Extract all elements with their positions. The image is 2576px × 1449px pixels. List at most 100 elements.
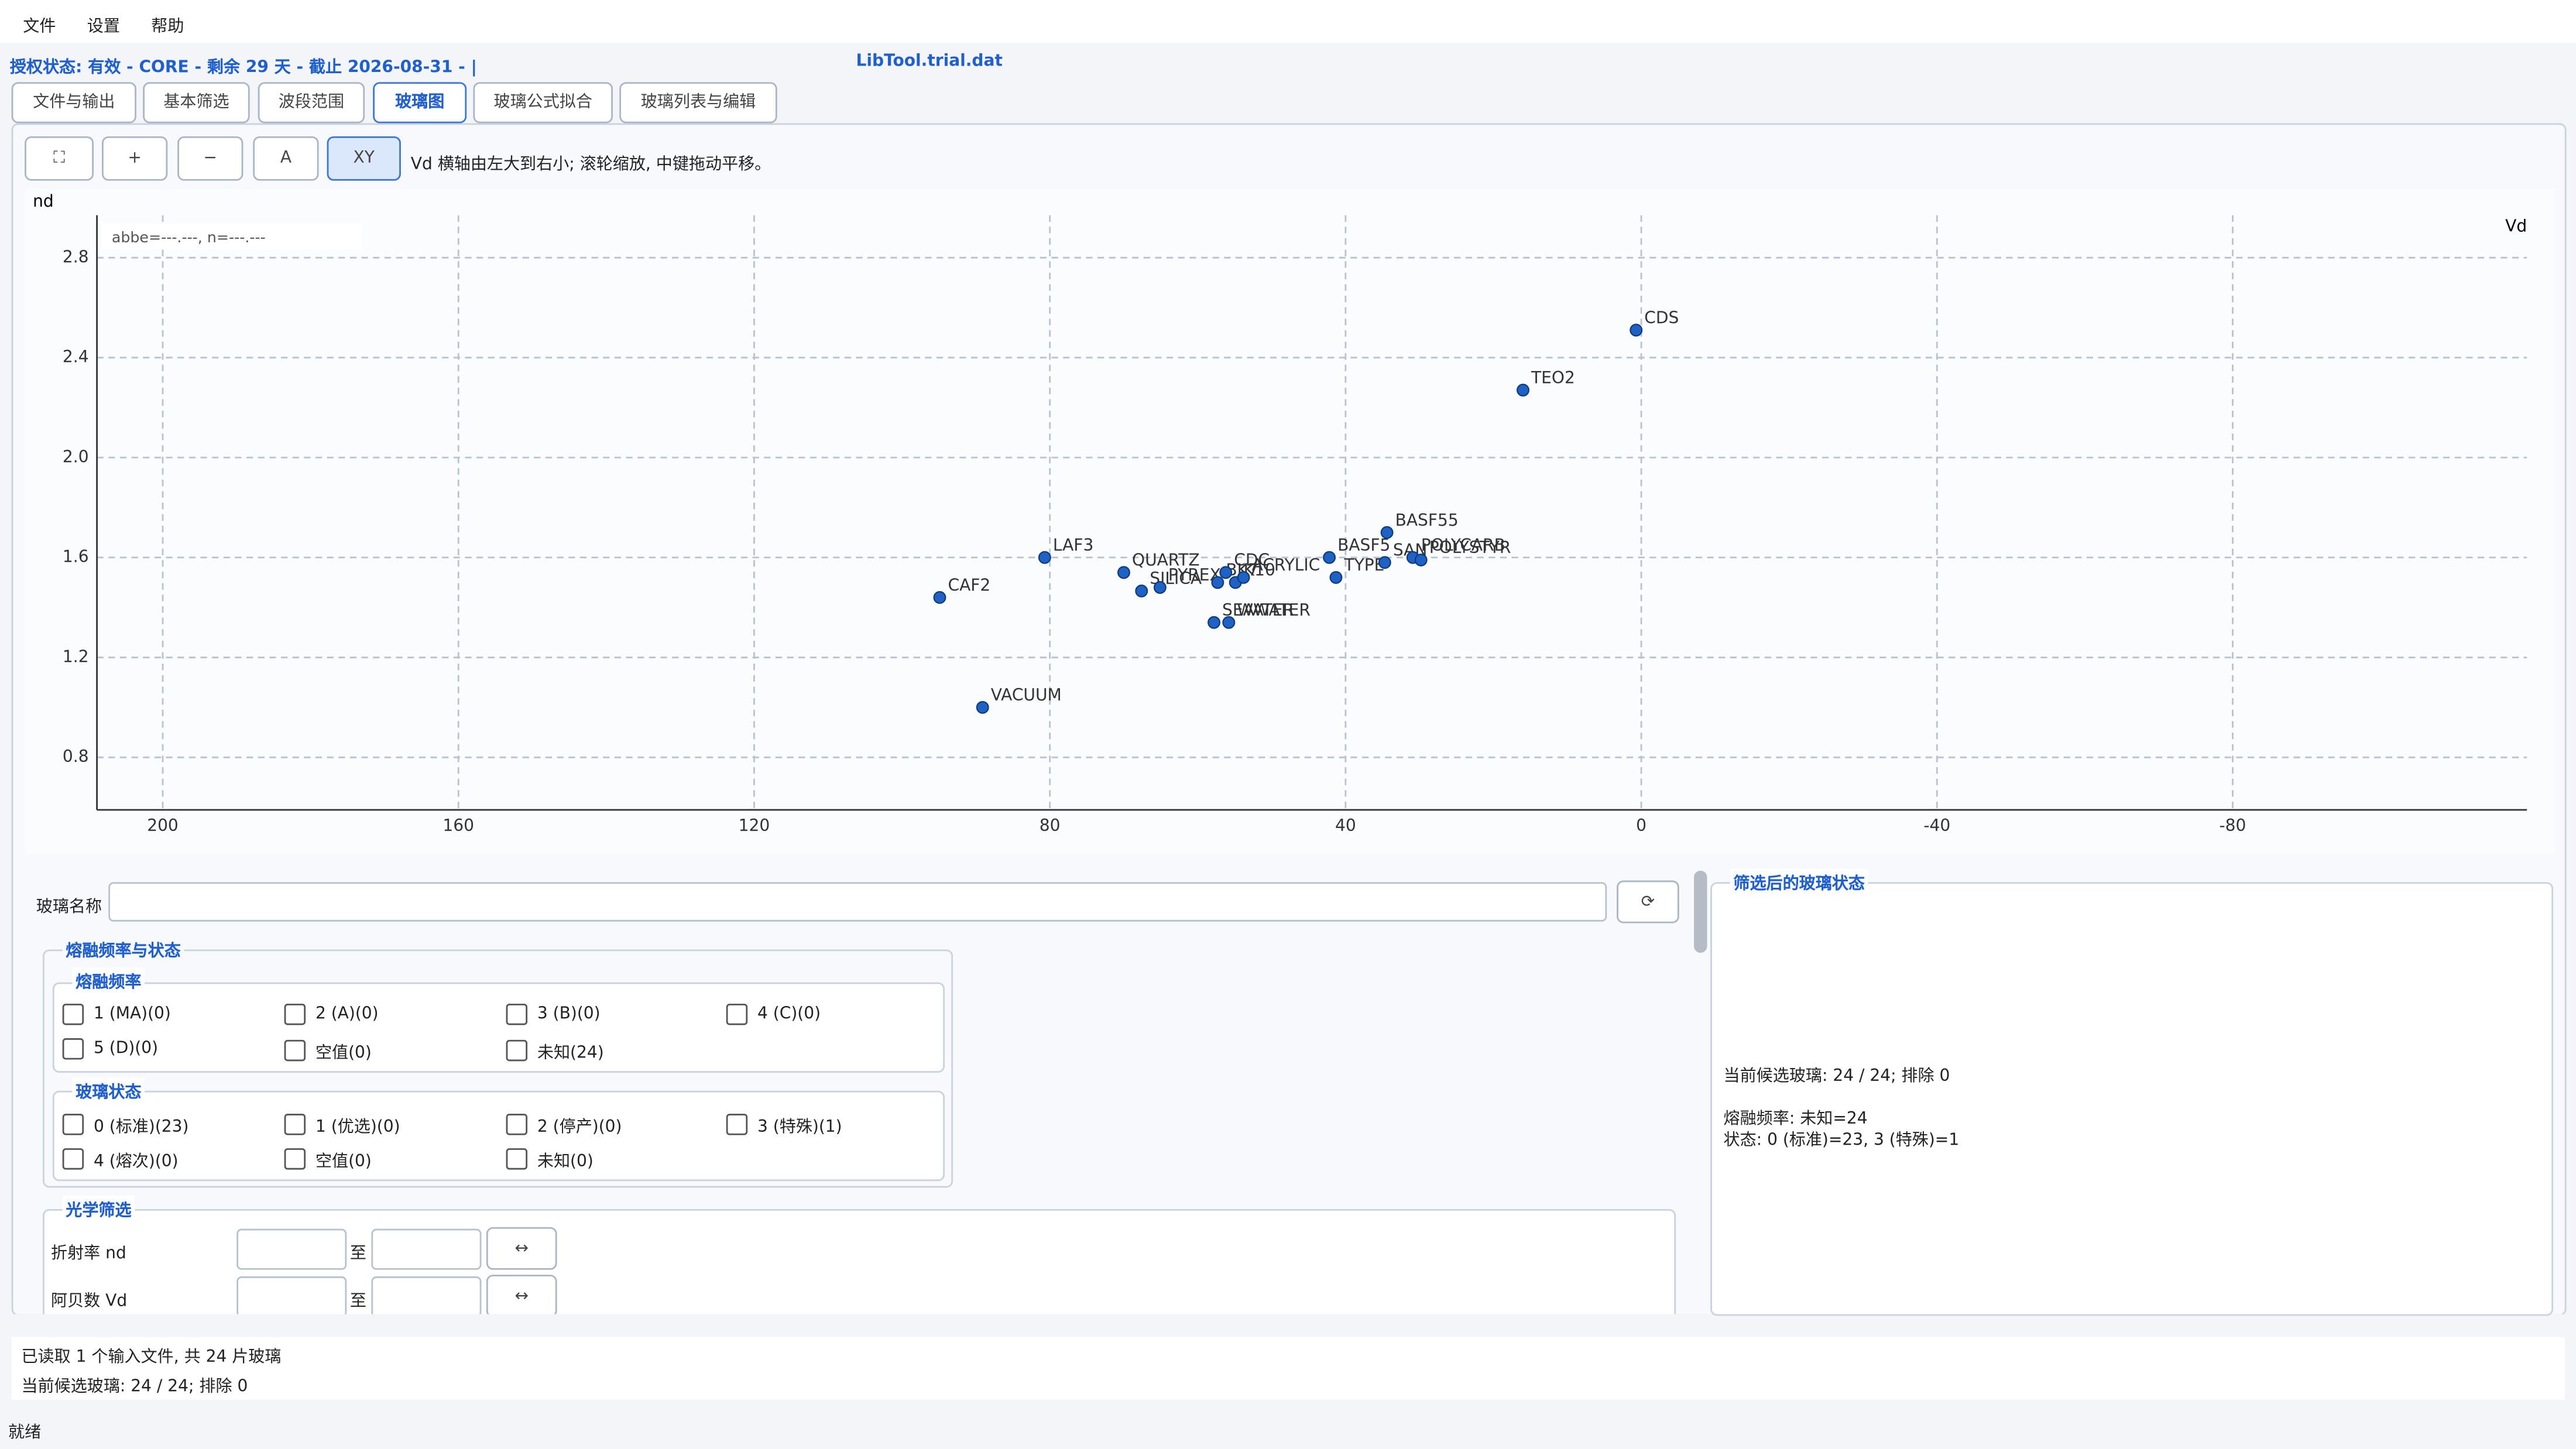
file-name: LibTool.trial.dat — [856, 52, 1003, 71]
menu-item[interactable]: 设置 — [87, 18, 120, 36]
tab[interactable]: 玻璃公式拟合 — [473, 82, 613, 123]
checkbox-label: 3 (特殊)(1) — [757, 1118, 842, 1137]
menu-item[interactable]: 文件 — [23, 18, 56, 36]
vd-label: 阿贝数 Vd — [51, 1293, 128, 1311]
point — [1038, 551, 1051, 564]
group-title: 熔融频率与状态 — [62, 936, 184, 962]
checkbox[interactable]: 1 (优选)(0) — [284, 1112, 400, 1136]
tab[interactable]: 基本筛选 — [143, 82, 250, 123]
tab[interactable]: 文件与输出 — [11, 82, 136, 123]
point — [933, 590, 946, 604]
checkbox-box[interactable] — [506, 1004, 528, 1025]
x-tick-label: 0 — [1636, 816, 1647, 835]
checkbox-label: 5 (D)(0) — [93, 1039, 159, 1058]
name-input[interactable] — [108, 882, 1607, 922]
result-title: 筛选后的玻璃状态 — [1730, 868, 1868, 894]
y-tick-label: 2.4 — [63, 347, 89, 366]
menubar — [0, 0, 2576, 43]
tool-button[interactable]: + — [102, 136, 168, 181]
checkbox-label: 空值(0) — [315, 1045, 372, 1063]
checkbox[interactable]: 空值(0) — [284, 1038, 372, 1063]
checkbox-label: 4 (C)(0) — [757, 1005, 821, 1024]
y-tick-label: 2.8 — [63, 247, 89, 266]
tool-button[interactable]: ⛶ — [25, 136, 94, 181]
vd-max[interactable] — [371, 1276, 482, 1318]
tab[interactable]: 玻璃图 — [373, 82, 467, 123]
checkbox-box[interactable] — [284, 1004, 306, 1025]
y-tick-label: 0.8 — [63, 747, 89, 766]
hint: Vd 横轴由左大到右小; 滚轮缩放, 中键拖动平移。 — [410, 156, 771, 174]
checkbox-box[interactable] — [62, 1148, 84, 1170]
vd-min[interactable] — [236, 1276, 347, 1318]
point — [1414, 553, 1428, 566]
checkbox[interactable]: 3 (B)(0) — [506, 1004, 601, 1025]
checkbox[interactable]: 0 (标准)(23) — [62, 1112, 188, 1136]
tool-button[interactable]: A — [253, 136, 319, 181]
point — [1219, 566, 1233, 579]
menu-item[interactable]: 帮助 — [151, 18, 184, 36]
nd-min[interactable] — [236, 1228, 347, 1270]
result-line: 当前候选玻璃: 24 / 24; 排除 0 — [1723, 1067, 1950, 1086]
checkbox-label: 未知(0) — [537, 1153, 594, 1172]
checkbox-label: 3 (B)(0) — [537, 1005, 601, 1024]
point-label: TEO2 — [1531, 368, 1575, 387]
x-axis-label: Vd — [2505, 216, 2527, 235]
checkbox-box[interactable] — [506, 1114, 528, 1135]
checkbox-box[interactable] — [284, 1039, 306, 1062]
result-line: 熔融频率: 未知=24 — [1723, 1110, 1868, 1129]
readout: abbe=---.---, n=---.--- — [112, 229, 266, 246]
checkbox[interactable]: 2 (停产)(0) — [506, 1112, 622, 1136]
tool-button[interactable]: − — [177, 136, 243, 181]
x-tick-label: 160 — [443, 816, 474, 835]
x-tick-label: 40 — [1335, 816, 1356, 835]
result-line: 状态: 0 (标准)=23, 3 (特殊)=1 — [1723, 1132, 1960, 1150]
license: 授权状态: 有效 - CORE - 剩余 29 天 - 截止 2026-08-3… — [9, 59, 477, 77]
checkbox[interactable]: 4 (C)(0) — [726, 1004, 821, 1025]
checkbox[interactable]: 3 (特殊)(1) — [726, 1112, 842, 1136]
checkbox-box[interactable] — [726, 1114, 748, 1135]
checkbox[interactable]: 空值(0) — [284, 1146, 372, 1171]
checkbox-box[interactable] — [62, 1004, 84, 1025]
checkbox[interactable]: 2 (A)(0) — [284, 1004, 379, 1025]
tab[interactable]: 玻璃列表与编辑 — [619, 82, 777, 123]
melt-title: 熔融频率 — [72, 967, 145, 993]
checkbox[interactable]: 未知(0) — [506, 1146, 594, 1171]
nd-max[interactable] — [371, 1228, 482, 1270]
readout-bg — [102, 223, 362, 250]
checkbox[interactable]: 5 (D)(0) — [62, 1038, 159, 1060]
point-label: CAF2 — [948, 575, 990, 595]
checkbox[interactable]: 未知(24) — [506, 1038, 604, 1063]
to: 至 — [349, 1293, 366, 1311]
status-box — [52, 1090, 945, 1182]
result-panel — [1710, 882, 2554, 1316]
checkbox-box[interactable] — [284, 1114, 306, 1135]
checkbox-box[interactable] — [284, 1148, 306, 1170]
checkbox[interactable]: 1 (MA)(0) — [62, 1004, 171, 1025]
checkbox-label: 1 (MA)(0) — [93, 1005, 171, 1024]
plot-background — [25, 188, 2555, 854]
chart: 200 160 120 80 40 0 -40 -80 0.8 1.2 1.6 2.0 2.4 2.8 nd… — [25, 188, 2555, 854]
swap-button[interactable]: ↔ — [486, 1275, 557, 1318]
tool-button[interactable]: XY — [327, 136, 401, 181]
checkbox-box[interactable] — [62, 1038, 84, 1060]
point-label: LAF3 — [1053, 535, 1093, 555]
melt-box — [52, 982, 945, 1073]
tab[interactable]: 波段范围 — [258, 82, 365, 123]
point — [1329, 571, 1343, 584]
swap-button[interactable]: ↔ — [486, 1227, 557, 1270]
refresh-button[interactable]: ⟳ — [1617, 880, 1679, 923]
checkbox-box[interactable] — [62, 1114, 84, 1135]
y-tick-label: 1.6 — [63, 547, 89, 566]
checkbox[interactable]: 4 (熔次)(0) — [62, 1146, 179, 1171]
log-panel — [11, 1337, 2565, 1400]
checkbox-box[interactable] — [506, 1148, 528, 1170]
point — [1237, 571, 1250, 584]
scrollbar[interactable] — [1694, 870, 1707, 953]
checkbox-label: 2 (停产)(0) — [537, 1118, 622, 1137]
checkbox-box[interactable] — [726, 1004, 748, 1025]
checkbox-box[interactable] — [506, 1039, 528, 1062]
point-label: POLYSTYR — [1429, 538, 1511, 557]
x-tick-label: -80 — [2220, 816, 2246, 835]
point — [1208, 616, 1220, 629]
